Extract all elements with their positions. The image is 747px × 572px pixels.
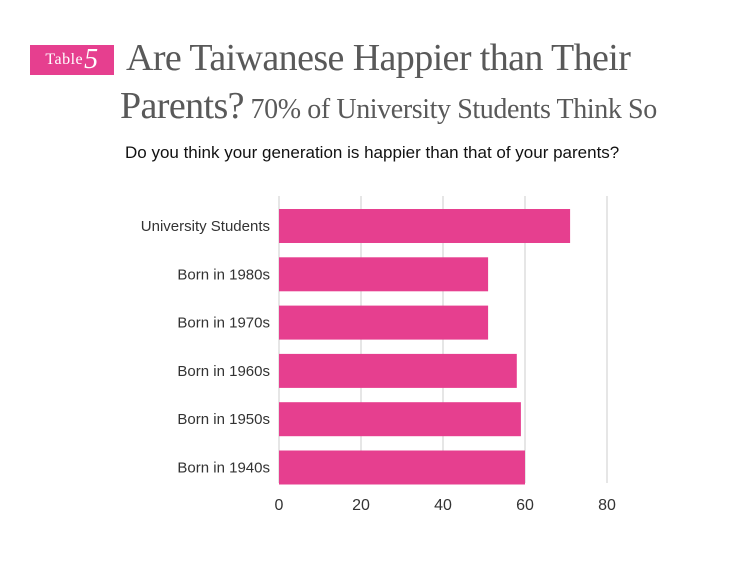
survey-question: Do you think your generation is happier … — [125, 143, 620, 162]
chart-title-line2-sub: 70% of University Students Think So — [243, 94, 658, 125]
table-tag: Table 5 — [30, 45, 114, 75]
chart-title-line1: Are Taiwanese Happier than Their — [126, 37, 631, 79]
bar-1 — [279, 257, 489, 292]
x-axis-ticks: 0 20 40 60 80 — [275, 497, 616, 514]
x-tick-label-80: 80 — [598, 497, 616, 514]
chart-title-line2: Parents? 70% of University Students Thin… — [120, 84, 657, 128]
category-label-0: University Students — [141, 218, 270, 235]
x-tick-label-40: 40 — [434, 497, 452, 514]
category-label-1: Born in 1980s — [177, 266, 270, 283]
category-label-4: Born in 1950s — [177, 411, 270, 428]
x-tick-label-20: 20 — [352, 497, 370, 514]
bar-2 — [279, 305, 489, 340]
bar-0 — [279, 209, 571, 243]
x-tick-label-60: 60 — [516, 497, 534, 514]
category-label-3: Born in 1960s — [177, 363, 270, 380]
category-label-2: Born in 1970s — [177, 315, 270, 332]
table-tag-word: Table — [45, 51, 84, 68]
x-tick-label-0: 0 — [275, 497, 284, 514]
bar-5 — [279, 450, 525, 485]
category-labels: University Students Born in 1980s Born in … — [141, 218, 270, 477]
bar-3 — [279, 353, 517, 388]
bars — [279, 209, 571, 485]
bar-4 — [279, 402, 521, 437]
chart-title-line2-main: Parents? — [120, 85, 245, 127]
table-tag-number: 5 — [84, 44, 99, 75]
category-label-5: Born in 1940s — [177, 460, 270, 477]
